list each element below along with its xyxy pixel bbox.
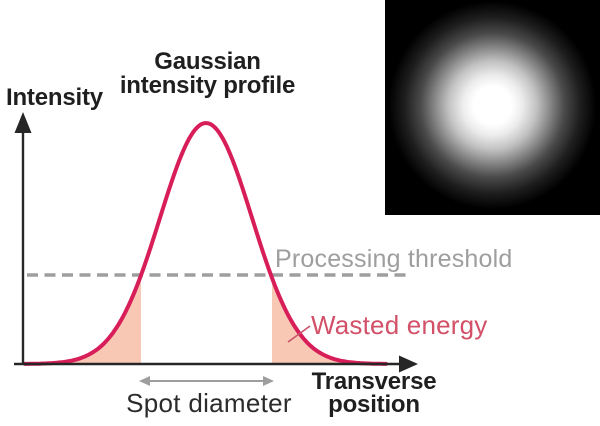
x-axis-arrowhead-icon [399, 355, 418, 373]
wasted-energy-label: Wasted energy [311, 310, 488, 340]
wasted-energy-right-region [272, 277, 386, 364]
spot-diameter-label: Spot diameter [126, 388, 292, 418]
chart-title-line2: intensity profile [119, 72, 296, 99]
chart-title: Gaussian intensity profile [95, 50, 320, 98]
x-axis-label-line1: Transverse [311, 368, 437, 395]
chart-title-line1: Gaussian [154, 48, 261, 75]
x-axis-label-line2: position [328, 391, 420, 418]
x-axis-label: Transverse position [299, 368, 449, 418]
wasted-energy-leader-line [287, 325, 311, 343]
laser-beam-spot-photo [385, 0, 600, 215]
spot-arrow-left-head-icon [139, 376, 150, 386]
gaussian-curve [23, 121, 388, 366]
processing-threshold-label: Processing threshold [275, 245, 513, 273]
wasted-energy-left-region [25, 275, 141, 364]
y-axis-label: Intensity [6, 84, 103, 111]
spot-arrow-right-head-icon [263, 376, 274, 386]
y-axis-arrowhead-icon [14, 112, 32, 133]
